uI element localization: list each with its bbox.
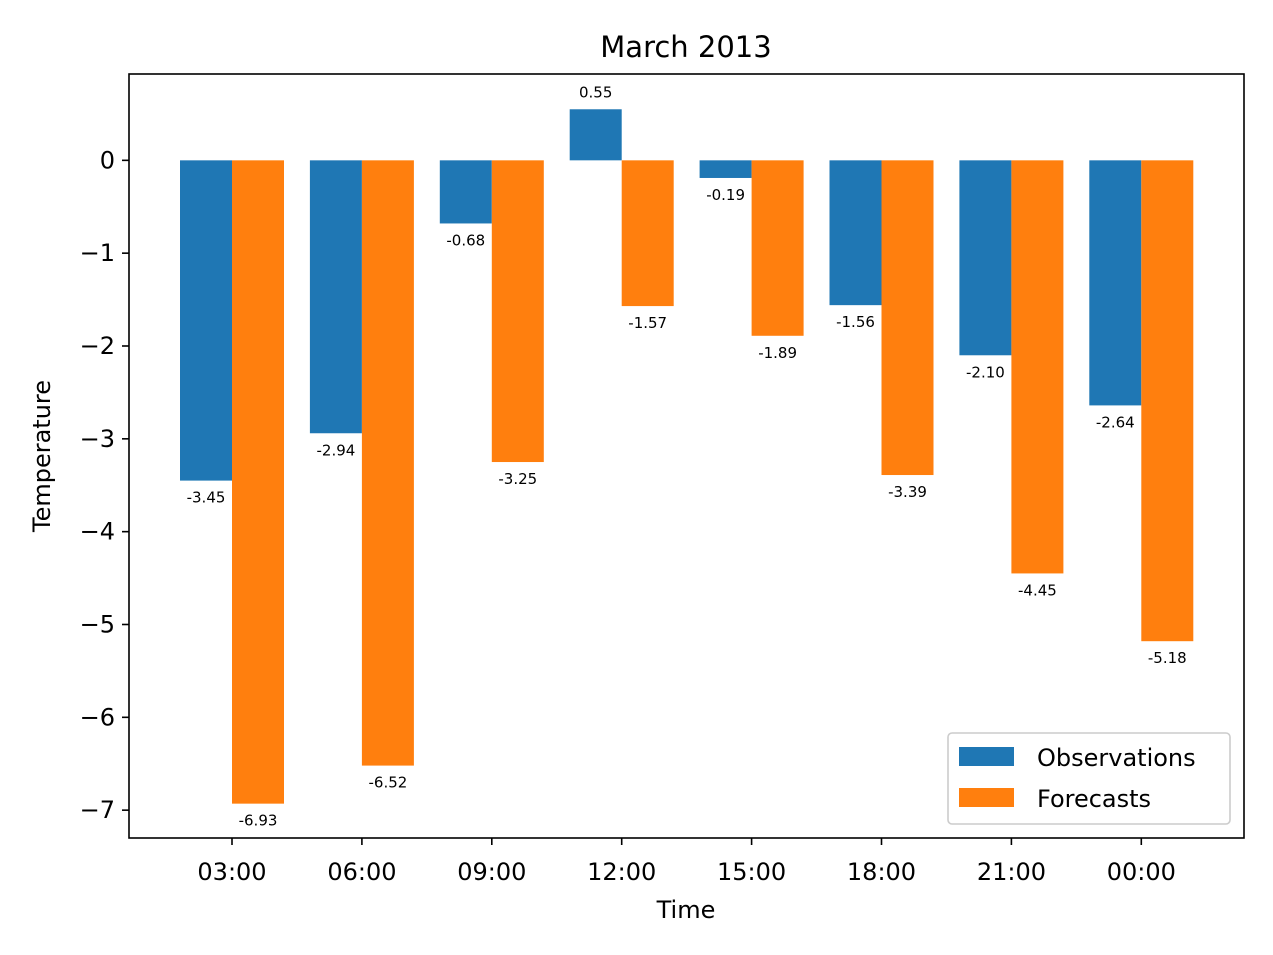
bar-observations-5 <box>829 160 882 306</box>
bar-observations-4 <box>699 160 752 178</box>
y-axis-title: Temperature <box>28 380 56 533</box>
bar-observations-1 <box>309 160 362 434</box>
y-tick-label-5: −5 <box>80 610 115 638</box>
x-tick-label-0: 03:00 <box>197 858 266 886</box>
y-tick-label-7: −7 <box>80 796 115 824</box>
bar-forecasts-1 <box>361 160 414 766</box>
legend-swatch-forecasts <box>959 788 1014 807</box>
bar-label-observations-5: -1.56 <box>836 313 875 331</box>
bar-observations-0 <box>180 160 232 481</box>
y-tick-label-6: −6 <box>80 703 115 731</box>
x-tick-label-5: 18:00 <box>847 858 916 886</box>
x-axis-title: Time <box>656 896 716 924</box>
y-tick-label-1: −1 <box>80 239 115 267</box>
x-axis: 03:00 06:00 09:00 12:00 15:00 18:00 21:00 00:00 <box>197 838 1176 886</box>
x-tick-label-6: 21:00 <box>977 858 1046 886</box>
y-tick-label-2: −2 <box>80 332 115 360</box>
bar-observations-3 <box>569 109 622 161</box>
bar-forecasts-4 <box>751 160 804 336</box>
bar-label-forecasts-3: -1.57 <box>628 314 667 332</box>
chart-title: March 2013 <box>600 30 771 64</box>
x-tick-label-3: 12:00 <box>587 858 656 886</box>
legend-swatch-observations <box>959 747 1014 766</box>
bar-label-observations-2: -0.68 <box>446 231 485 249</box>
bar-observations-2 <box>439 160 492 224</box>
bar-forecasts-0 <box>232 160 284 804</box>
bar-forecasts-3 <box>621 160 674 307</box>
x-tick-label-4: 15:00 <box>717 858 786 886</box>
bar-forecasts-6 <box>1011 160 1064 574</box>
bar-forecasts-5 <box>881 160 934 476</box>
bar-observations-6 <box>959 160 1012 356</box>
bar-label-forecasts-1: -6.52 <box>368 774 407 792</box>
bar-label-observations-6: -2.10 <box>966 363 1005 381</box>
bar-label-forecasts-6: -4.45 <box>1018 581 1057 599</box>
y-axis: 0 −1 −2 −3 −4 −5 −6 −7 <box>80 146 129 824</box>
legend-label-observations: Observations <box>1037 744 1196 772</box>
bar-label-observations-7: -2.64 <box>1096 413 1135 431</box>
legend-label-forecasts: Forecasts <box>1037 785 1151 813</box>
y-tick-label-3: −3 <box>80 425 115 453</box>
bars-group <box>180 109 1194 804</box>
bar-label-observations-3: 0.55 <box>579 83 612 101</box>
y-tick-label-0: 0 <box>100 146 115 174</box>
legend-box <box>947 732 1231 825</box>
x-tick-label-7: 00:00 <box>1107 858 1176 886</box>
bar-label-observations-4: -0.19 <box>706 186 745 204</box>
x-tick-label-2: 09:00 <box>457 858 526 886</box>
legend: Observations Forecasts <box>947 732 1231 825</box>
bar-label-forecasts-0: -6.93 <box>239 812 278 830</box>
bar-label-forecasts-5: -3.39 <box>888 483 927 501</box>
bar-forecasts-7 <box>1141 160 1194 642</box>
bar-label-forecasts-4: -1.89 <box>758 344 797 362</box>
bar-labels-group: -3.45 -6.93 -2.94 -6.52 -0.68 -3.25 0.55 -1.57 -… <box>187 83 1187 829</box>
bar-observations-7 <box>1089 160 1142 406</box>
bar-label-forecasts-2: -3.25 <box>498 470 537 488</box>
y-tick-label-4: −4 <box>80 518 115 546</box>
bar-label-observations-0: -3.45 <box>187 489 226 507</box>
x-tick-label-1: 06:00 <box>327 858 396 886</box>
bar-label-observations-1: -2.94 <box>316 441 355 459</box>
bar-label-forecasts-7: -5.18 <box>1148 649 1187 667</box>
plot-frame <box>128 73 1245 839</box>
bar-forecasts-2 <box>491 160 544 463</box>
